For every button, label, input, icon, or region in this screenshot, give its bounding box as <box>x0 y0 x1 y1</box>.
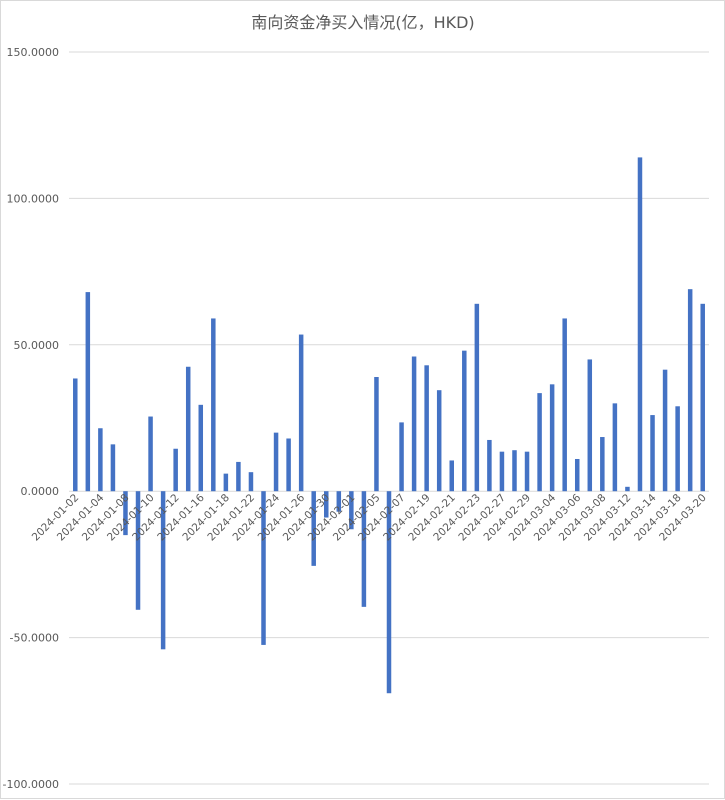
y-tick-label: 100.0000 <box>7 192 60 205</box>
bar <box>487 439 492 492</box>
bar <box>123 491 128 536</box>
bar <box>73 378 78 492</box>
bar <box>98 428 103 492</box>
x-axis-labels: 2024-01-022024-01-042024-01-082024-01-10… <box>30 492 709 544</box>
y-tick-label: 50.0000 <box>14 339 60 352</box>
bar <box>148 416 153 492</box>
bar <box>537 393 542 492</box>
bar <box>637 157 643 492</box>
bar <box>160 491 166 650</box>
bar <box>436 390 442 492</box>
bar <box>286 438 291 492</box>
bar <box>700 303 705 492</box>
bar <box>424 365 429 492</box>
bar <box>512 450 517 492</box>
bar <box>336 491 342 512</box>
bar <box>211 318 216 492</box>
bar <box>223 473 229 492</box>
bar <box>449 460 454 492</box>
bar <box>198 404 204 492</box>
bar <box>85 292 91 492</box>
bar <box>612 403 618 492</box>
y-tick-label: 0.0000 <box>21 485 60 498</box>
bar <box>462 350 467 492</box>
bar <box>625 486 630 492</box>
bar <box>662 369 668 492</box>
bar <box>374 377 379 492</box>
bar <box>273 432 279 492</box>
y-tick-label: -100.0000 <box>3 778 59 791</box>
bar <box>574 458 580 492</box>
bar <box>562 318 567 492</box>
bar <box>248 472 254 492</box>
bar <box>185 366 191 492</box>
bar <box>587 359 593 492</box>
bar <box>261 491 266 645</box>
bar <box>311 491 316 566</box>
bar <box>600 437 605 492</box>
bar <box>474 303 480 492</box>
bar <box>524 451 530 492</box>
y-tick-label: -50.0000 <box>10 632 59 645</box>
bar <box>549 384 555 492</box>
bar <box>499 451 505 492</box>
bar <box>324 491 329 518</box>
y-tick-label: 150.0000 <box>7 46 60 59</box>
bar <box>110 444 116 492</box>
bar <box>386 491 392 694</box>
bar <box>135 491 141 610</box>
bar <box>687 289 693 492</box>
y-axis-labels: 150.0000 100.0000 50.0000 0.0000 -50.0000 -10… <box>3 46 59 791</box>
bar <box>361 491 367 607</box>
bar <box>399 422 404 492</box>
bar <box>675 406 680 492</box>
bars <box>73 157 705 694</box>
bar <box>349 491 354 530</box>
bar <box>173 448 178 492</box>
bar <box>298 334 304 492</box>
bar <box>650 415 655 492</box>
bar <box>236 461 241 492</box>
chart-title: 南向资金净买入情况(亿，HKD) <box>251 13 474 32</box>
bar <box>411 356 417 492</box>
